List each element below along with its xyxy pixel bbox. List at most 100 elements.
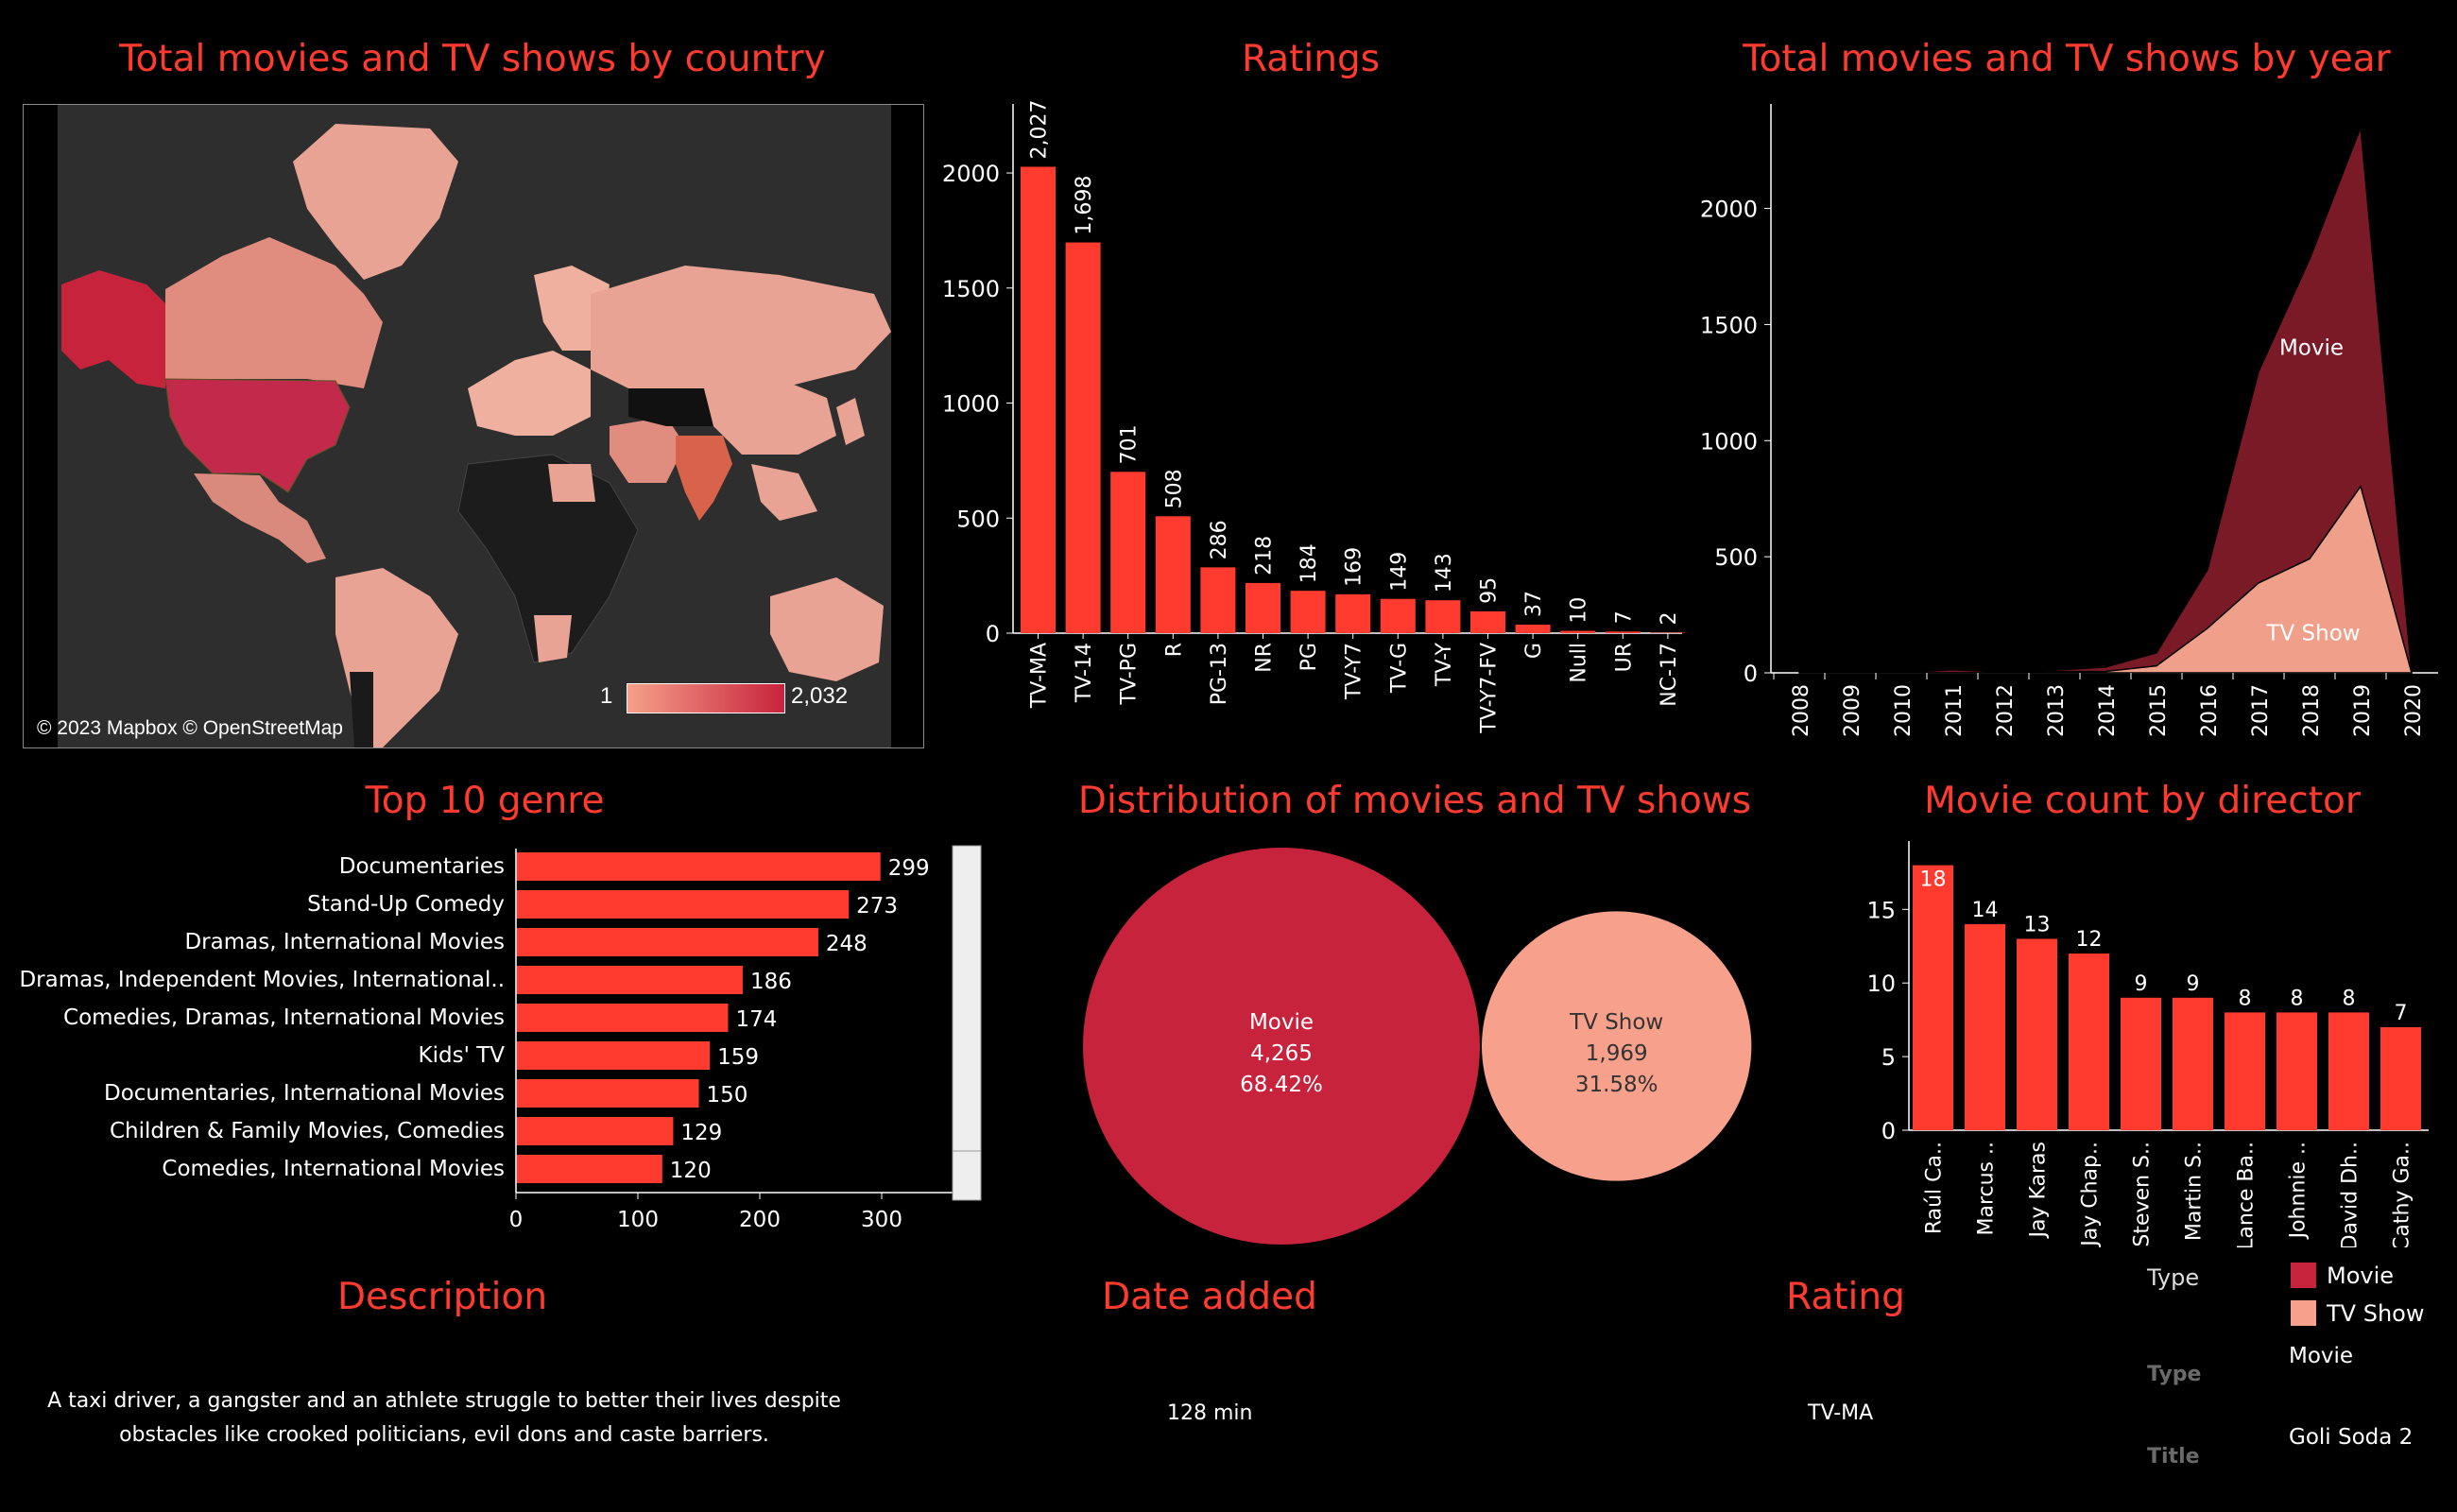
usa-shape	[164, 378, 351, 493]
director-category-label: Martin S..	[2183, 1142, 2207, 1241]
year-x-tick-label: 2011	[1943, 684, 1967, 737]
ratings-bar	[1335, 593, 1371, 633]
year-y-tick-label: 2000	[1700, 197, 1758, 223]
russia-shape	[591, 266, 891, 398]
genre-category-label: Stand-Up Comedy	[307, 892, 505, 917]
map-attribution[interactable]: © 2023 Mapbox © OpenStreetMap	[37, 717, 343, 739]
china-shape	[704, 379, 836, 455]
ratings-category-label: R	[1162, 643, 1186, 657]
year-x-tick-label: 2010	[1892, 684, 1916, 737]
director-value-label: 8	[2291, 987, 2304, 1010]
genre-value-label: 129	[680, 1121, 722, 1145]
year-area-tvshow	[1799, 484, 2413, 674]
ratings-bar	[1425, 600, 1461, 633]
ratings-category-label: TV-Y	[1433, 642, 1456, 687]
ratings-bar	[1155, 516, 1191, 633]
director-category-label: Marcus ..	[1975, 1142, 1999, 1236]
ratings-y-tick-label: 1000	[942, 391, 1000, 418]
genre-value-label: 248	[826, 932, 868, 956]
ratings-value-label: 143	[1433, 553, 1456, 593]
director-bar	[2225, 1012, 2265, 1130]
rating-title: Rating	[1786, 1276, 1905, 1318]
year-x-tick-label: 2020	[2402, 684, 2426, 737]
ratings-bar	[1021, 166, 1056, 633]
genre-scrollbar[interactable]	[952, 845, 982, 1201]
ratings-category-label: TV-PG	[1118, 643, 1142, 705]
australia-shape	[770, 577, 884, 681]
tooltip-type-label: Type	[2147, 1363, 2202, 1386]
ratings-value-label: 508	[1162, 469, 1186, 508]
year-series-label-movie: Movie	[2279, 335, 2344, 360]
ratings-chart[interactable]: 0 500 1000 1500 2000 2,027 TV-MA 1,698 TV-14 701 T…	[936, 94, 1710, 775]
distribution-bubble	[1083, 848, 1480, 1245]
year-x-tick-label: 2009	[1841, 684, 1864, 737]
legend-swatch-tvshow[interactable]	[2291, 1300, 2316, 1326]
year-chart[interactable]: 0 500 1000 1500 2000 Movie TV Show 2008 2009 2010…	[1682, 94, 2457, 775]
date-added-value: 128 min	[1167, 1401, 1253, 1425]
director-y-tick-label: 10	[1866, 971, 1896, 997]
map-legend-gradient	[627, 683, 785, 713]
genre-value-label: 186	[750, 970, 792, 994]
description-text: A taxi driver, a gangster and an athlete…	[47, 1389, 841, 1447]
genre-category-label: Kids' TV	[419, 1043, 506, 1068]
director-bar	[1965, 923, 2005, 1130]
map-legend-min: 1	[600, 683, 613, 709]
director-value-label: 8	[2239, 987, 2252, 1010]
south-africa-shape	[534, 615, 572, 662]
alaska-shape	[61, 270, 165, 388]
ratings-y-tick-label: 0	[986, 621, 1000, 647]
ratings-category-label: PG-13	[1208, 643, 1231, 705]
ratings-value-label: 2,027	[1028, 99, 1052, 159]
bolivia-shape	[350, 672, 373, 747]
ratings-y-tick-label: 500	[956, 506, 1000, 532]
year-x-tick-label: 2013	[2045, 684, 2069, 737]
year-x-tick-label: 2019	[2351, 684, 2375, 737]
director-bar	[2380, 1026, 2421, 1130]
year-y-tick-label: 0	[1744, 661, 1758, 687]
genre-value-label: 120	[670, 1159, 712, 1183]
director-bar	[2121, 997, 2161, 1130]
ratings-value-label: 1,698	[1073, 176, 1096, 235]
middle-east-shape	[610, 417, 685, 483]
distribution-bubble-name: TV Show	[1569, 1010, 1663, 1035]
legend-title: Type	[2147, 1264, 2200, 1291]
director-chart[interactable]: 0 5 10 15 18 Raúl Ca.. 14 Marcus .. 13 Jay Karas 1…	[1833, 832, 2457, 1247]
director-value-label: 14	[1972, 899, 1999, 922]
distribution-bubble-percent: 31.58%	[1575, 1073, 1658, 1097]
genre-x-tick-label: 0	[509, 1208, 524, 1232]
year-x-tick-label: 2008	[1790, 684, 1813, 737]
director-bar	[2173, 997, 2213, 1130]
ratings-category-label: UR	[1612, 643, 1636, 672]
ratings-category-label: Null	[1568, 643, 1591, 683]
world-map[interactable]	[24, 105, 923, 747]
date-added-title: Date added	[1102, 1276, 1317, 1318]
ratings-value-label: 169	[1343, 547, 1366, 587]
ratings-value-label: 286	[1208, 520, 1231, 559]
genre-bar	[516, 1041, 711, 1070]
director-title: Movie count by director	[1924, 780, 2361, 822]
ratings-y-tick-label: 1500	[942, 276, 1000, 302]
director-value-label: 9	[2135, 972, 2148, 996]
india-shape	[676, 436, 732, 521]
year-x-tick-label: 2014	[2096, 684, 2120, 737]
legend-label-tvshow[interactable]: TV Show	[2327, 1300, 2425, 1327]
genre-bar	[516, 890, 850, 919]
legend-label-movie[interactable]: Movie	[2327, 1263, 2395, 1289]
canada-shape	[165, 237, 383, 388]
genre-chart[interactable]: Documentaries 299 Stand-Up Comedy 273 Dramas…	[0, 832, 1002, 1247]
ratings-title: Ratings	[1241, 38, 1381, 80]
director-value-label: 8	[2343, 987, 2356, 1010]
legend-swatch-movie[interactable]	[2291, 1263, 2316, 1288]
genre-x-tick-label: 300	[861, 1208, 902, 1232]
mexico-shape	[194, 473, 326, 563]
ratings-value-label: 10	[1568, 597, 1591, 624]
genre-value-label: 174	[735, 1007, 777, 1032]
director-bar	[2328, 1012, 2369, 1130]
distribution-chart[interactable]: Movie 4,265 68.42% TV Show 1,969 31.58%	[1040, 832, 1796, 1247]
year-title: Total movies and TV shows by year	[1743, 38, 2391, 80]
director-value-label: 12	[2076, 928, 2103, 952]
ratings-bar	[1515, 624, 1551, 633]
year-x-tick-label: 2015	[2147, 684, 2171, 737]
genre-category-label: Comedies, Dramas, International Movies	[63, 1005, 505, 1030]
map-panel[interactable]: 1 2,032 © 2023 Mapbox © OpenStreetMap	[23, 104, 924, 748]
